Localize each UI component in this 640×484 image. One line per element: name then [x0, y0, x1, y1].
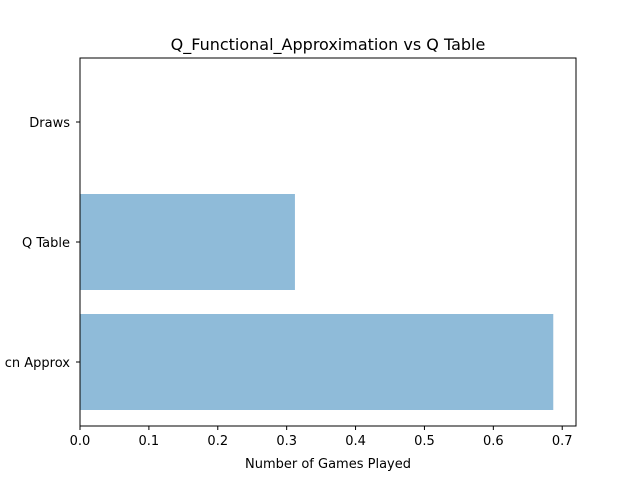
bar-q-table [80, 194, 295, 290]
bar-cn-approx [80, 314, 554, 410]
y-tick-label-draws: Draws [29, 116, 70, 131]
x-tick-label: 0.1 [139, 434, 160, 449]
x-axis: 0.0 0.1 0.2 0.3 0.4 0.5 0.6 0.7 [70, 426, 573, 449]
x-tick-label: 0.3 [276, 434, 297, 449]
y-tick-label-q-table: Q Table [22, 236, 70, 251]
bars-group [80, 194, 554, 410]
y-axis: cn Approx Q Table Draws [5, 116, 80, 371]
x-tick-label: 0.7 [552, 434, 573, 449]
x-tick-label: 0.4 [345, 434, 366, 449]
x-tick-label: 0.6 [483, 434, 504, 449]
x-tick-label: 0.5 [414, 434, 435, 449]
y-tick-label-cn-approx: cn Approx [5, 356, 71, 371]
x-axis-label: Number of Games Played [245, 457, 411, 472]
x-tick-label: 0.0 [70, 434, 91, 449]
chart-title: Q_Functional_Approximation vs Q Table [171, 35, 486, 55]
x-tick-label: 0.2 [207, 434, 228, 449]
